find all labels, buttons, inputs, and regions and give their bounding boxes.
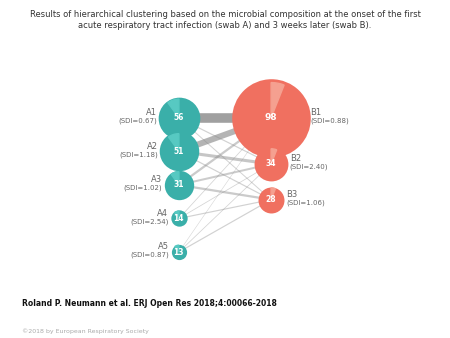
Text: (SDI=2.40): (SDI=2.40) [290, 164, 328, 170]
Text: 31: 31 [174, 180, 184, 190]
Text: 51: 51 [174, 147, 184, 156]
Text: 14: 14 [174, 214, 184, 223]
Point [176, 149, 183, 154]
Point [267, 115, 274, 121]
Wedge shape [171, 172, 179, 185]
Text: 13: 13 [174, 247, 184, 257]
Text: B2: B2 [290, 154, 301, 163]
Wedge shape [271, 82, 284, 118]
Text: A1: A1 [146, 108, 157, 117]
Text: (SDI=2.54): (SDI=2.54) [130, 218, 168, 225]
Text: A2: A2 [147, 142, 158, 151]
Text: A3: A3 [151, 175, 162, 184]
Text: A5: A5 [158, 242, 169, 251]
Point [176, 115, 183, 121]
Text: (SDI=1.06): (SDI=1.06) [286, 199, 325, 206]
Text: (SDI=0.67): (SDI=0.67) [118, 118, 157, 124]
Text: 98: 98 [265, 113, 277, 122]
Text: A4: A4 [158, 209, 168, 218]
Point [176, 182, 183, 188]
Wedge shape [271, 149, 277, 164]
Text: (SDI=1.18): (SDI=1.18) [119, 151, 158, 158]
Point [176, 249, 183, 255]
Text: 56: 56 [174, 113, 184, 122]
Text: (SDI=0.88): (SDI=0.88) [310, 118, 349, 124]
Text: Roland P. Neumann et al. ERJ Open Res 2018;4:00066-2018: Roland P. Neumann et al. ERJ Open Res 20… [22, 299, 277, 308]
Text: (SDI=1.02): (SDI=1.02) [124, 185, 162, 191]
Wedge shape [175, 211, 179, 218]
Text: B3: B3 [286, 190, 297, 199]
Text: Results of hierarchical clustering based on the microbial composition at the ons: Results of hierarchical clustering based… [30, 10, 420, 29]
Wedge shape [168, 99, 179, 118]
Wedge shape [271, 188, 275, 200]
Point [267, 161, 274, 167]
Wedge shape [168, 134, 179, 151]
Text: (SDI=0.87): (SDI=0.87) [130, 252, 169, 259]
Point [267, 197, 274, 202]
Point [176, 216, 183, 221]
Wedge shape [175, 245, 179, 252]
Text: 34: 34 [266, 160, 276, 169]
Text: ©2018 by European Respiratory Society: ©2018 by European Respiratory Society [22, 328, 149, 334]
Text: 28: 28 [266, 195, 276, 204]
Text: B1: B1 [310, 108, 321, 117]
